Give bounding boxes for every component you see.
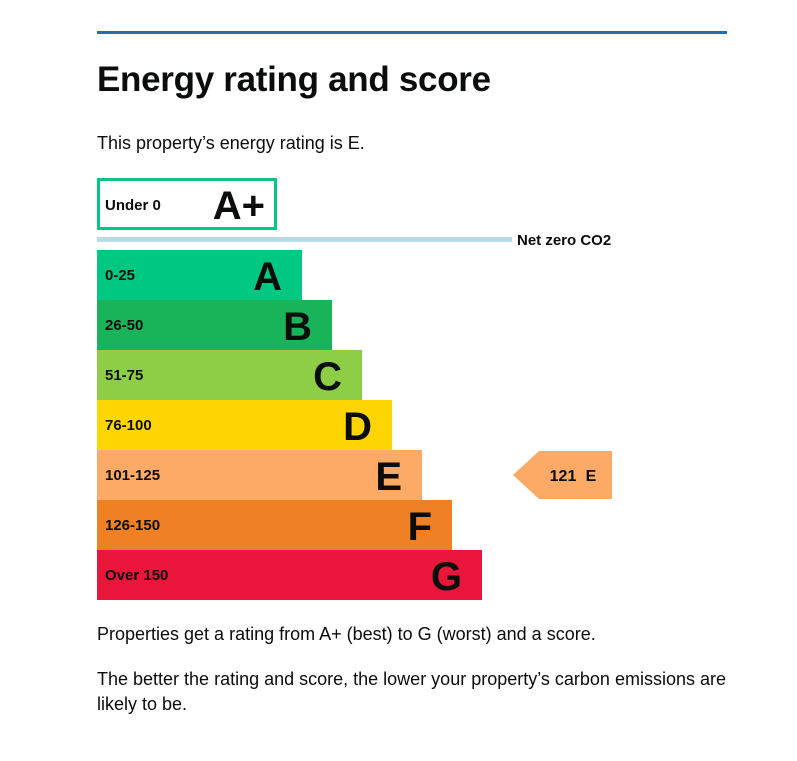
band-f-bar [97,500,452,550]
rating-explanation: Properties get a rating from A+ (best) t… [97,624,596,644]
band-a-letter: A [253,255,282,299]
band-b-range: 26-50 [105,317,143,334]
band-a-bar [97,250,302,300]
band-e-bar [97,450,422,500]
band-c-bar [97,350,362,400]
emissions-explanation: The better the rating and score, the low… [97,669,726,714]
current-rating-marker [513,451,612,499]
band-d-letter: D [343,405,372,449]
band-f-letter: F [408,505,432,549]
band-g-letter: G [431,555,462,599]
energy-rating-chart: Under 0 A+ 0-25 A 26-50 B 51-75 C 76-100 D 101-125… [97,178,612,600]
band-b-letter: B [283,305,312,349]
net-zero-label: Net zero CO2 [517,232,611,249]
band-c-letter: C [313,355,342,399]
current-score: 121 [550,468,577,485]
band-d-bar [97,400,392,450]
band-g-bar [97,550,482,600]
band-a-range: 0-25 [105,267,135,284]
rating-intro: This property’s energy rating is E. [97,133,365,153]
band-b-bar [97,300,332,350]
band-a-plus-box [97,178,277,230]
band-g-range: Over 150 [105,567,168,584]
band-e-range: 101-125 [105,467,160,484]
top-rule [97,31,727,34]
current-rating-letter: E [586,468,597,485]
band-c-range: 51-75 [105,367,143,384]
band-d-range: 76-100 [105,417,152,434]
page-title: Energy rating and score [97,60,491,99]
band-a-plus-letter: A+ [213,184,265,228]
band-f-range: 126-150 [105,517,160,534]
band-e-letter: E [375,455,402,499]
band-a-plus-range: Under 0 [105,197,161,214]
